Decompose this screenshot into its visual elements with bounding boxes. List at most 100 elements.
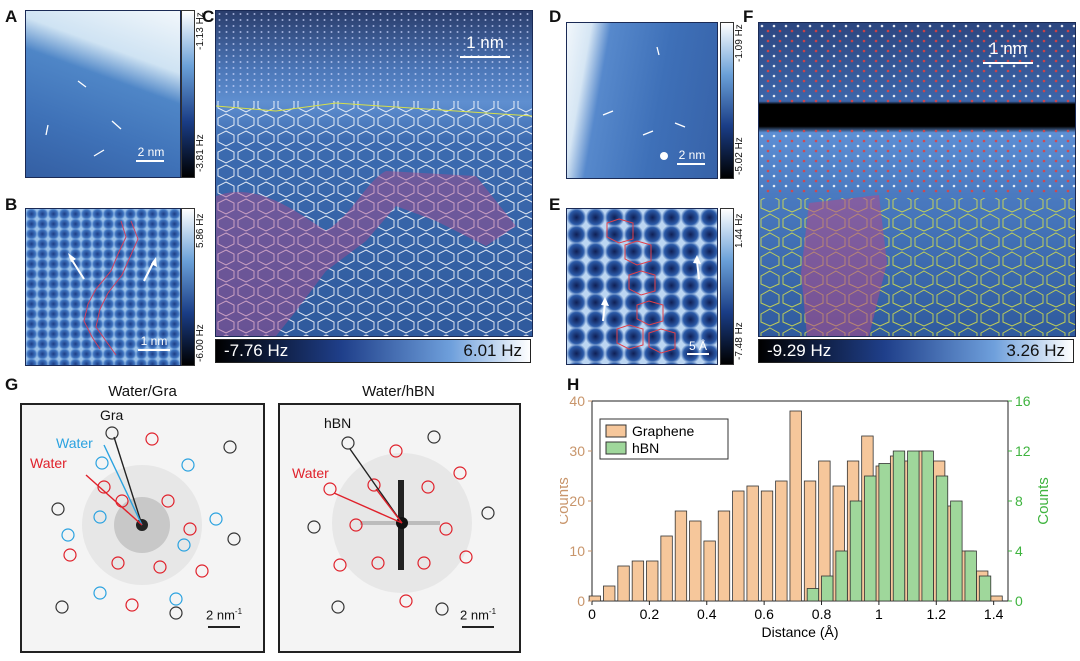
- x-tick-label: 0.8: [812, 606, 832, 622]
- panel-label-a: A: [5, 7, 18, 26]
- y-left-tick-label: 20: [569, 493, 585, 509]
- x-tick-label: 0.4: [697, 606, 717, 622]
- x-tick-label: 1: [875, 606, 883, 622]
- afm-image-e: 5 Å: [566, 208, 718, 365]
- scalebar-a: 2 nm: [137, 145, 165, 159]
- bar-hbn: [806, 588, 820, 602]
- y-right-tick-label: 0: [1015, 593, 1023, 609]
- scalebar-g-right: 2 nm-1: [460, 607, 497, 623]
- scalebar-f-line: [983, 62, 1033, 64]
- colorbar-e-top: 1.44 Hz: [734, 213, 745, 248]
- bar-graphene: [760, 490, 774, 602]
- legend-swatch-hbn: [605, 441, 627, 455]
- bar-graphene: [646, 560, 659, 602]
- scalebar-c-line: [460, 56, 510, 58]
- colorbar-f: -9.29 Hz 3.26 Hz: [758, 339, 1074, 363]
- y-left-tick-label: 10: [569, 543, 585, 559]
- colorbar-d-top: -1.09 Hz: [734, 24, 745, 62]
- hexagon-overlay-c: [216, 11, 532, 336]
- colorbar-f-right: 3.26 Hz: [1006, 341, 1065, 360]
- y-right-tick-label: 8: [1015, 493, 1023, 509]
- colorbar-b-bottom: -6.00 Hz: [195, 324, 206, 362]
- label-hbn: hBN: [324, 415, 352, 431]
- bar-graphene: [603, 585, 616, 602]
- bar-graphene: [775, 480, 788, 602]
- bar-hbn: [878, 463, 891, 602]
- bar-hbn: [978, 575, 992, 602]
- x-tick-label: 1.2: [927, 606, 947, 622]
- bar-hbn: [821, 575, 834, 602]
- bar-graphene: [674, 510, 688, 602]
- y-left-tick-label: 30: [569, 443, 585, 459]
- legend-label-graphene: Graphene: [632, 423, 694, 439]
- colorbar-d-bottom: -5.02 Hz: [734, 137, 745, 175]
- bar-graphene: [746, 485, 759, 602]
- colorbar-a: [181, 10, 195, 178]
- bar-graphene: [660, 535, 673, 602]
- fft-title-right: Water/hBN: [362, 383, 435, 400]
- y-left-tick-label: 0: [577, 593, 585, 609]
- label-water-blue: Water: [56, 435, 93, 451]
- scalebar-g-left: 2 nm-1: [206, 607, 243, 623]
- legend-label-hbn: hBN: [632, 440, 659, 456]
- afm-image-b: 1 nm: [25, 208, 181, 366]
- bar-graphene: [588, 595, 602, 602]
- colorbar-d: [720, 22, 734, 179]
- colorbar-a-bottom: -3.81 Hz: [195, 134, 206, 172]
- x-tick-label: 1.4: [984, 606, 1004, 622]
- y-right-tick-label: 16: [1015, 393, 1031, 409]
- distance-histogram: 0 0.2 0.4 0.6 0.8 1 1.2 1.4 0 10 20 30 40 0 4 8 12 16 Dist…: [560, 393, 1052, 640]
- panel-label-b: B: [5, 195, 18, 214]
- colorbar-e-bottom: -7.48 Hz: [734, 322, 745, 360]
- colorbar-b-top: 5.86 Hz: [195, 213, 206, 248]
- panel-label-e: E: [549, 195, 561, 214]
- colorbar-c-right: 6.01 Hz: [463, 341, 522, 360]
- x-axis-label: Distance (Å): [761, 624, 838, 640]
- bar-hbn: [892, 450, 906, 602]
- scalebar-e: 5 Å: [688, 339, 707, 353]
- x-tick-label: 0.6: [754, 606, 774, 622]
- fft-image-left: Gra Water Water 2 nm-1: [20, 403, 265, 653]
- panel-label-c: C: [202, 7, 215, 26]
- y-right-tick-label: 12: [1015, 443, 1031, 459]
- hexagon-overlay-f: [759, 23, 1075, 336]
- bar-graphene: [789, 410, 802, 602]
- scalebar-c: 1 nm: [466, 33, 504, 52]
- bar-hbn: [864, 475, 877, 602]
- bar-hbn: [950, 500, 963, 602]
- afm-image-c: 1 nm: [215, 10, 533, 337]
- colorbar-c: -7.76 Hz 6.01 Hz: [215, 339, 531, 363]
- scalebar-f: 1 nm: [989, 39, 1027, 58]
- bar-graphene: [689, 520, 702, 602]
- bar-hbn: [835, 550, 848, 602]
- bar-graphene: [631, 560, 645, 602]
- bar-hbn: [964, 550, 977, 602]
- bar-hbn: [935, 475, 949, 602]
- bar-hbn: [921, 450, 934, 602]
- bar-hbn: [849, 500, 863, 602]
- label-water-red-left: Water: [30, 455, 67, 471]
- afm-image-f: 1 nm: [758, 22, 1076, 337]
- bar-graphene: [717, 510, 731, 602]
- fft-title-left: Water/Gra: [108, 383, 177, 400]
- label-gra: Gra: [100, 407, 124, 423]
- legend: Graphene hBN: [599, 418, 729, 460]
- label-water-red-right: Water: [292, 465, 329, 481]
- bar-graphene: [990, 595, 1003, 602]
- scalebar-b: 1 nm: [140, 334, 168, 348]
- scalebar-d: 2 nm: [678, 148, 706, 162]
- legend-swatch-graphene: [605, 424, 627, 438]
- y-right-axis-label: Counts: [1035, 477, 1052, 525]
- colorbar-c-left: -7.76 Hz: [224, 341, 289, 360]
- panel-label-d: D: [549, 7, 562, 26]
- afm-image-a: 2 nm: [25, 10, 181, 178]
- y-right-tick-label: 4: [1015, 543, 1023, 559]
- colorbar-e: [720, 208, 734, 365]
- bar-graphene: [803, 480, 817, 602]
- x-tick-label: 0: [588, 606, 596, 622]
- y-left-axis-label: Counts: [560, 477, 572, 525]
- bar-graphene: [617, 565, 630, 602]
- y-left-tick-label: 40: [569, 393, 585, 409]
- colorbar-b: [181, 208, 195, 366]
- bar-graphene: [703, 540, 716, 602]
